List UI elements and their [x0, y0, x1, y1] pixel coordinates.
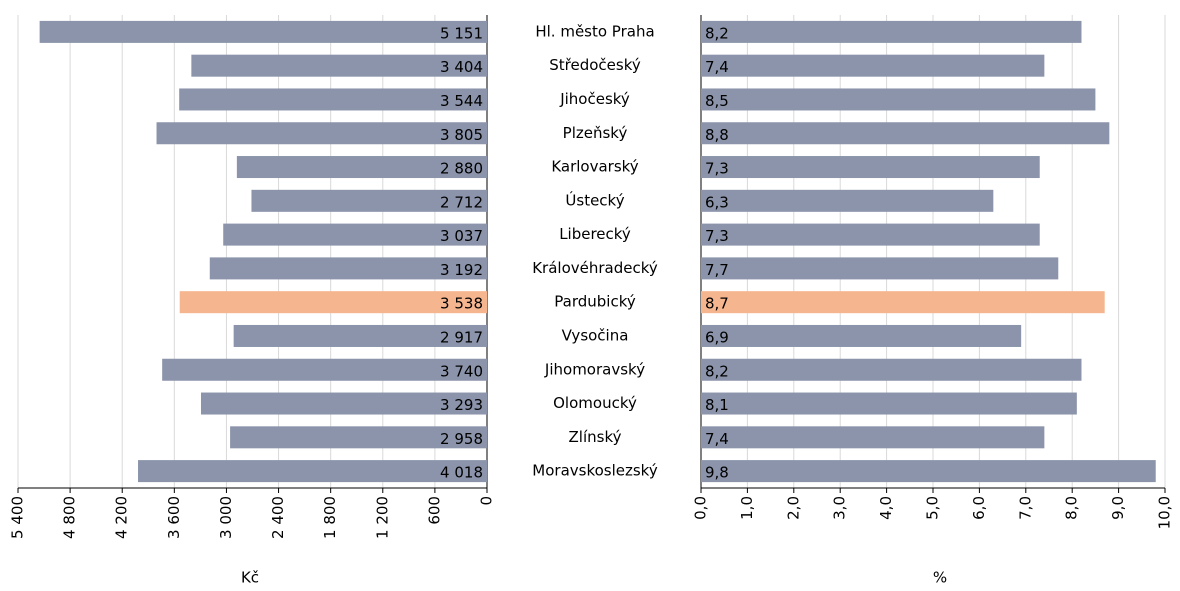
value-label: 8,8 — [705, 126, 729, 144]
value-label: 5 151 — [440, 24, 483, 42]
x-tick-label: 4,0 — [877, 496, 895, 520]
bar — [701, 54, 1045, 77]
x-tick-label: 8,0 — [1063, 496, 1081, 520]
x-tick-label: 1 800 — [321, 496, 339, 539]
value-label: 8,7 — [705, 295, 729, 313]
value-label: 3 293 — [440, 396, 483, 414]
bar — [230, 426, 487, 449]
axis-title: Kč — [241, 569, 259, 587]
bar — [138, 460, 487, 483]
value-label: 4 018 — [440, 464, 483, 482]
category-label: Pardubický — [554, 293, 636, 311]
x-tick-label: 0,0 — [692, 496, 710, 520]
bar — [209, 257, 487, 280]
bar — [701, 358, 1082, 381]
value-label: 8,1 — [705, 396, 729, 414]
category-label: Hl. město Praha — [535, 22, 654, 40]
x-tick-label: 600 — [425, 496, 443, 525]
value-label: 3 805 — [440, 126, 483, 144]
value-label: 9,8 — [705, 464, 729, 482]
x-tick-label: 1,0 — [738, 496, 756, 520]
bar — [162, 358, 487, 381]
bar — [701, 460, 1156, 483]
axis-title: % — [933, 569, 947, 587]
category-label: Středočeský — [549, 56, 641, 74]
bar — [701, 392, 1077, 415]
value-label: 8,5 — [705, 92, 729, 110]
value-label: 7,3 — [705, 160, 729, 178]
value-label: 2 880 — [440, 160, 483, 178]
bar — [701, 257, 1059, 280]
value-label: 3 740 — [440, 362, 483, 380]
value-label: 7,4 — [705, 430, 729, 448]
value-label: 2 712 — [440, 193, 483, 211]
bar — [179, 291, 488, 314]
bar — [251, 189, 487, 212]
value-label: 3 404 — [440, 58, 483, 76]
x-tick-label: 5 400 — [9, 496, 27, 539]
value-label: 3 544 — [440, 92, 483, 110]
category-label: Ústecký — [565, 190, 624, 209]
category-label: Jihomoravský — [544, 360, 645, 378]
value-label: 7,7 — [705, 261, 729, 279]
bar — [156, 122, 488, 145]
category-label: Moravskoslezský — [532, 462, 658, 480]
value-label: 2 958 — [440, 430, 483, 448]
bar — [701, 426, 1045, 449]
category-label: Karlovarský — [551, 158, 638, 176]
category-label: Jihočeský — [559, 90, 630, 108]
x-tick-label: 4 800 — [61, 496, 79, 539]
bar — [179, 88, 488, 111]
category-label: Vysočina — [562, 326, 629, 344]
category-label: Olomoucký — [553, 394, 637, 412]
bar — [191, 54, 487, 77]
x-tick-label: 4 200 — [113, 496, 131, 539]
x-tick-label: 3 000 — [217, 496, 235, 539]
value-label: 2 917 — [440, 328, 483, 346]
bar — [701, 88, 1096, 111]
value-label: 3 037 — [440, 227, 483, 245]
value-label: 7,3 — [705, 227, 729, 245]
bar — [701, 156, 1040, 179]
value-label: 8,2 — [705, 362, 729, 380]
x-tick-label: 6,0 — [970, 496, 988, 520]
x-tick-label: 1 200 — [373, 496, 391, 539]
x-tick-label: 5,0 — [924, 496, 942, 520]
value-label: 8,2 — [705, 24, 729, 42]
bar — [701, 291, 1105, 314]
x-tick-label: 7,0 — [1016, 496, 1034, 520]
x-tick-label: 2 400 — [269, 496, 287, 539]
x-tick-label: 0 — [478, 496, 496, 506]
category-label: Zlínský — [569, 428, 622, 446]
x-tick-label: 9,0 — [1109, 496, 1127, 520]
bar — [701, 324, 1022, 347]
bar — [200, 392, 487, 415]
value-label: 3 538 — [440, 295, 483, 313]
x-tick-label: 3 600 — [165, 496, 183, 539]
x-tick-label: 3,0 — [831, 496, 849, 520]
value-label: 3 192 — [440, 261, 483, 279]
bar — [701, 122, 1110, 145]
bar — [236, 156, 487, 179]
x-tick-label: 2,0 — [784, 496, 802, 520]
x-tick-label: 10,0 — [1156, 496, 1174, 529]
bar — [701, 189, 994, 212]
bar — [701, 223, 1040, 246]
category-label: Liberecký — [559, 225, 631, 243]
value-label: 6,3 — [705, 193, 729, 211]
bar — [39, 20, 488, 43]
bar — [223, 223, 487, 246]
bar — [701, 20, 1082, 43]
category-label: Plzeňský — [563, 124, 628, 142]
category-label: Královéhradecký — [532, 259, 658, 277]
value-label: 6,9 — [705, 328, 729, 346]
bar — [233, 324, 487, 347]
value-label: 7,4 — [705, 58, 729, 76]
